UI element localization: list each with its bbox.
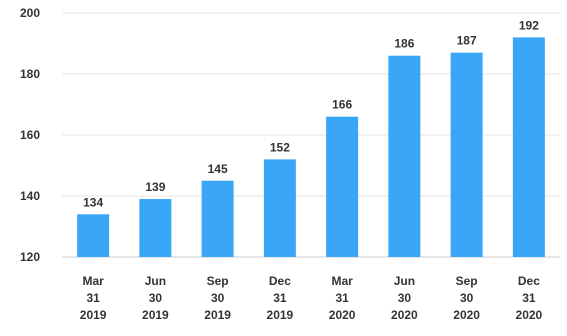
bar xyxy=(77,214,110,257)
bar xyxy=(263,159,296,257)
x-tick-label-line: Dec xyxy=(269,274,291,288)
x-axis-tick-labels: Mar 31 2019 Jun 30 2019 Sep 30 2019 Dec 31 2019 Mar 3… xyxy=(80,274,543,322)
x-tick-label-line: 2019 xyxy=(204,308,231,322)
x-tick-label-line: Dec xyxy=(518,274,540,288)
y-tick-label: 160 xyxy=(20,128,40,142)
data-label: 192 xyxy=(519,18,539,32)
x-tick-label-line: 2019 xyxy=(142,308,169,322)
x-tick-label-line: Sep xyxy=(207,274,229,288)
x-tick-label-line: 31 xyxy=(273,291,287,305)
y-tick-label: 120 xyxy=(20,250,40,264)
x-tick-label-line: Jun xyxy=(394,274,415,288)
bar xyxy=(139,199,172,257)
data-label: 187 xyxy=(457,34,477,48)
x-tick-label-line: Mar xyxy=(331,274,353,288)
y-tick-label: 140 xyxy=(20,189,40,203)
data-label: 134 xyxy=(83,195,103,209)
data-label: 145 xyxy=(208,162,228,176)
x-tick-label-line: 31 xyxy=(335,291,349,305)
y-axis-tick-labels: 120 140 160 180 200 xyxy=(20,6,40,264)
bar xyxy=(201,180,234,257)
x-tick-label-line: Mar xyxy=(82,274,104,288)
x-tick-label-line: 30 xyxy=(398,291,412,305)
x-tick-label-line: 31 xyxy=(86,291,100,305)
x-tick-label-line: 2019 xyxy=(267,308,294,322)
x-tick-label-line: 31 xyxy=(522,291,536,305)
data-label: 186 xyxy=(394,37,414,51)
y-tick-label: 200 xyxy=(20,6,40,20)
x-tick-label: Dec 31 2019 xyxy=(267,274,294,322)
x-tick-label-line: 2020 xyxy=(516,308,543,322)
x-tick-label-line: 30 xyxy=(460,291,474,305)
x-tick-label-line: Jun xyxy=(145,274,166,288)
bars xyxy=(77,37,545,258)
bar xyxy=(388,55,421,258)
x-tick-label: Dec 31 2020 xyxy=(516,274,543,322)
x-tick-label-line: 2020 xyxy=(329,308,356,322)
x-tick-label: Mar 31 2020 xyxy=(329,274,356,322)
data-label: 152 xyxy=(270,140,290,154)
x-tick-label-line: Sep xyxy=(456,274,478,288)
x-tick-label-line: 30 xyxy=(211,291,225,305)
x-tick-label-line: 2020 xyxy=(391,308,418,322)
bar xyxy=(450,52,483,258)
x-tick-label: Sep 30 2019 xyxy=(204,274,231,322)
data-label: 139 xyxy=(145,180,165,194)
grid-lines xyxy=(62,12,560,258)
x-tick-label-line: 30 xyxy=(149,291,163,305)
y-tick-label: 180 xyxy=(20,67,40,81)
x-tick-label-line: 2019 xyxy=(80,308,107,322)
x-tick-label: Jun 30 2019 xyxy=(142,274,169,322)
data-label: 166 xyxy=(332,98,352,112)
x-tick-label: Jun 30 2020 xyxy=(391,274,418,322)
bar xyxy=(326,116,359,257)
data-labels: 134 139 145 152 166 186 187 192 xyxy=(83,18,539,209)
x-tick-label-line: 2020 xyxy=(453,308,480,322)
x-tick-label: Sep 30 2020 xyxy=(453,274,480,322)
x-tick-label: Mar 31 2019 xyxy=(80,274,107,322)
bar xyxy=(512,37,545,258)
